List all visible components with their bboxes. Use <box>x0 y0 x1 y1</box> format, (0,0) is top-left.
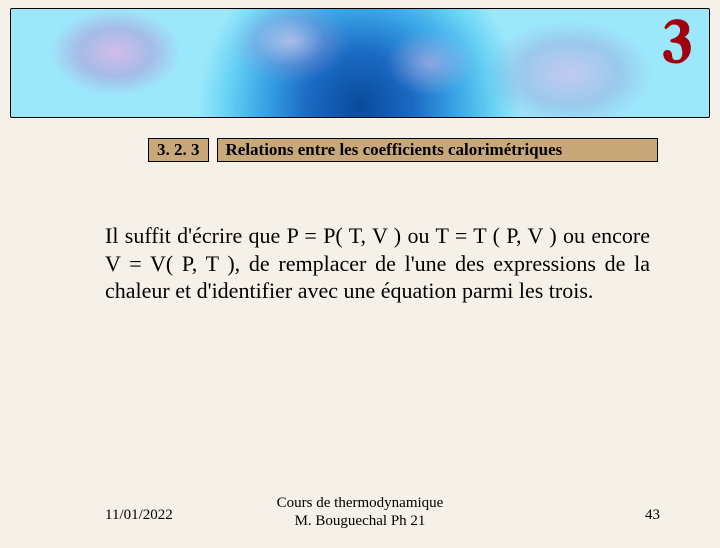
footer-page-number: 43 <box>645 507 660 524</box>
body-paragraph: Il suffit d'écrire que P = P( T, V ) ou … <box>105 222 650 305</box>
chapter-number: 3 <box>663 17 691 77</box>
footer-center: Cours de thermodynamique M. Bouguechal P… <box>277 494 444 530</box>
header-banner: 3 <box>10 8 710 118</box>
section-heading-row: 3. 2. 3 Relations entre les coefficients… <box>148 138 658 162</box>
section-number-box: 3. 2. 3 <box>148 138 209 162</box>
footer-course-title: Cours de thermodynamique <box>277 494 444 512</box>
section-title-box: Relations entre les coefficients calorim… <box>217 138 659 162</box>
footer-date: 11/01/2022 <box>105 507 173 524</box>
footer-author: M. Bouguechal Ph 21 <box>277 512 444 530</box>
